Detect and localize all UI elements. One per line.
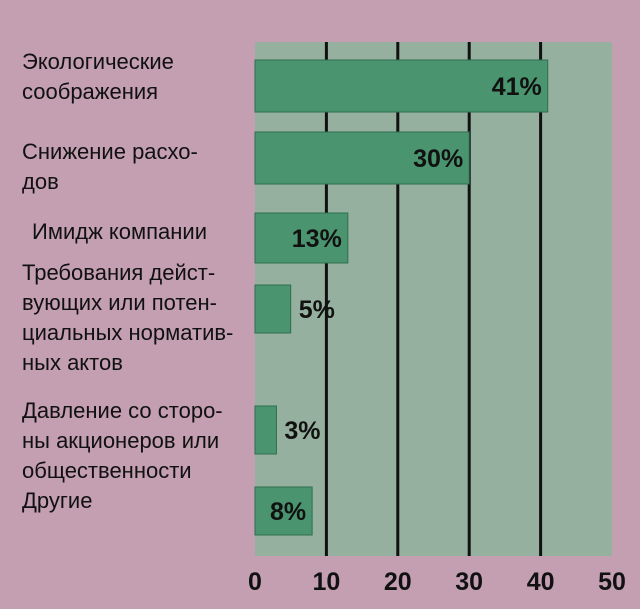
value-label-3: 13% [292, 225, 342, 253]
category-label-5: Давление со сторо-ны акционеров или общес… [22, 396, 223, 486]
x-tick-label-30: 30 [455, 568, 483, 596]
value-label-5: 3% [284, 417, 320, 445]
category-label-line: Требования дейст- [22, 260, 216, 285]
value-label-6: 8% [270, 498, 306, 526]
bar-2 [254, 131, 470, 185]
plot-area [255, 42, 612, 556]
x-axis-ticks: 0 10 20 30 40 50 [248, 568, 626, 596]
category-label-line: Другие [22, 488, 93, 513]
bar-1 [254, 59, 549, 113]
grid-lines [324, 42, 543, 556]
category-label-3: Имидж компании [32, 217, 207, 247]
bar-4 [254, 284, 292, 334]
category-label-1: Экологические соображения [22, 47, 174, 107]
category-label-line: Снижение расхо- [22, 139, 198, 164]
value-label-4: 5% [299, 296, 335, 324]
value-label-1: 41% [492, 73, 542, 101]
x-tick-label-10: 10 [312, 568, 340, 596]
category-label-line: ных актов [22, 350, 123, 375]
category-label-2: Снижение расхо-дов [22, 137, 198, 197]
category-label-line: вующих или потен- [22, 290, 217, 315]
category-label-4: Требования дейст-вующих или потен-циальн… [22, 258, 233, 378]
value-labels: 41% 30% 13% 5% 3% 8% [270, 73, 542, 526]
category-label-line: Давление со сторо- [22, 398, 223, 423]
category-label-line: Экологические [22, 49, 174, 74]
category-label-line: Имидж компании [32, 219, 208, 244]
category-label-line: соображения [22, 79, 159, 104]
value-label-2: 30% [413, 145, 463, 173]
category-label-6: Другие [22, 486, 92, 516]
category-label-line: дов [22, 169, 59, 194]
bar-5 [254, 405, 277, 455]
x-tick-label-20: 20 [384, 568, 412, 596]
bar-3 [254, 212, 349, 264]
x-tick-label-40: 40 [527, 568, 555, 596]
bars [254, 59, 549, 536]
category-label-line: общественности [22, 458, 192, 483]
category-label-line: циальных норматив- [22, 320, 234, 345]
bar-6 [254, 486, 313, 536]
x-tick-label-50: 50 [598, 568, 626, 596]
category-label-line: ны акционеров или [22, 428, 220, 453]
x-tick-label-0: 0 [248, 568, 262, 596]
